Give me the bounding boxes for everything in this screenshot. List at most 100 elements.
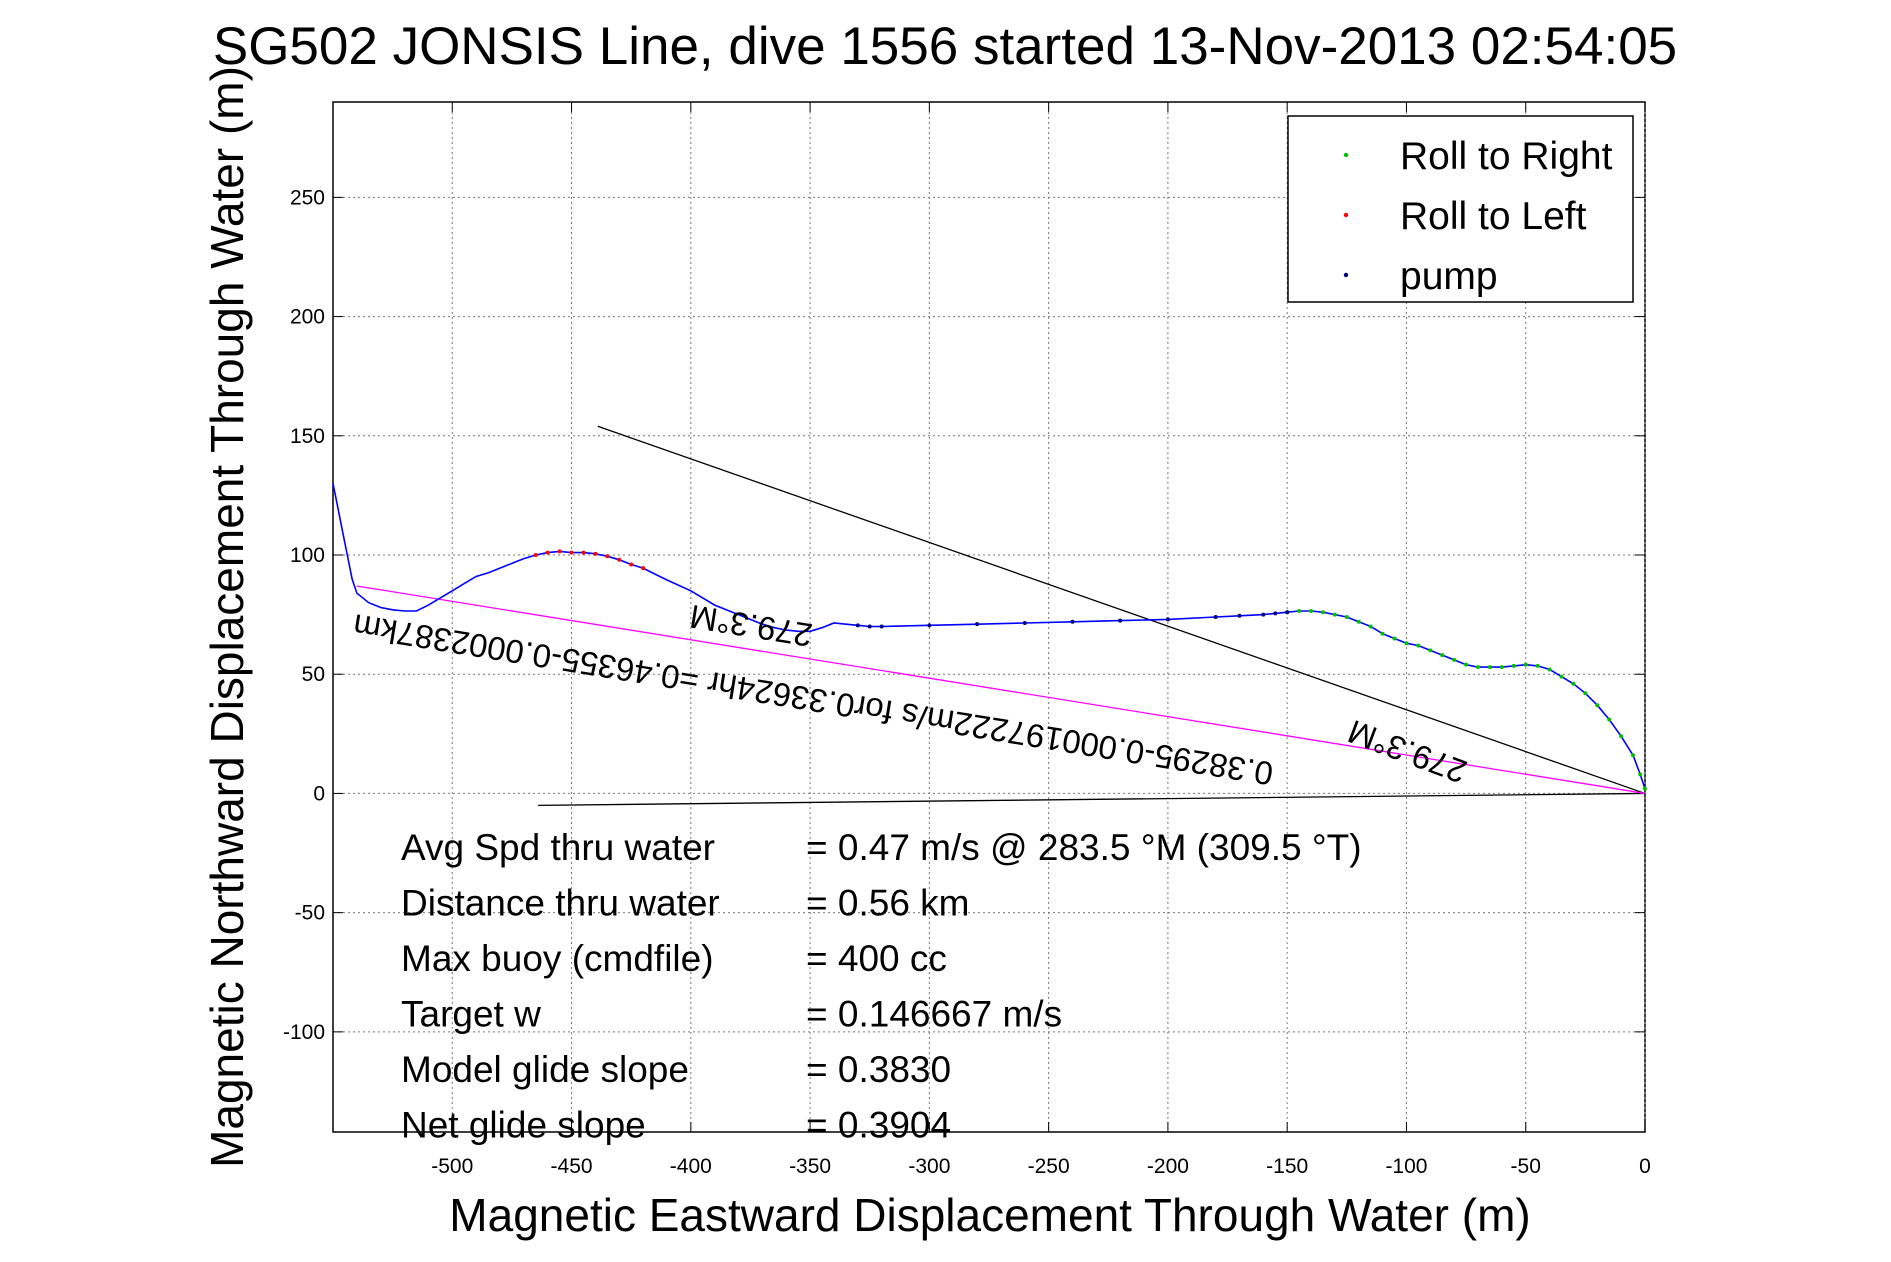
legend: Roll to Right Roll to Left pump — [1287, 115, 1634, 303]
x-tick-label: -500 — [431, 1155, 473, 1178]
roll-left-marker — [641, 566, 646, 571]
roll-right-marker — [1571, 681, 1576, 686]
roll-right-marker — [1309, 609, 1314, 614]
x-tick-label: -300 — [908, 1155, 950, 1178]
stat-label: Net glide slope — [401, 1105, 646, 1146]
x-tick-label: -400 — [670, 1155, 712, 1178]
stat-label: Distance thru water — [401, 883, 720, 924]
y-tick-label: 250 — [290, 186, 325, 209]
roll-left-marker — [533, 553, 538, 558]
legend-marker — [1343, 212, 1349, 218]
roll-right-marker — [1619, 734, 1624, 739]
roll-left-marker — [569, 550, 574, 555]
pump-marker — [855, 623, 860, 628]
line-a — [597, 425, 1646, 795]
legend-box — [1287, 115, 1634, 303]
roll-right-marker — [1476, 665, 1481, 670]
pump-marker — [927, 623, 932, 628]
stat-value: = 400 cc — [806, 938, 947, 979]
y-tick-label: -100 — [283, 1021, 325, 1044]
roll-right-marker — [1643, 786, 1647, 791]
x-tick-label: -200 — [1147, 1155, 1189, 1178]
pump-marker — [1285, 610, 1290, 615]
x-tick-label: -250 — [1028, 1155, 1070, 1178]
roll-right-marker — [1511, 663, 1516, 668]
pump-marker — [1213, 615, 1218, 619]
x-axis-label: Magnetic Eastward Displacement Through W… — [449, 1189, 1530, 1241]
x-tick-label: -150 — [1266, 1155, 1308, 1178]
roll-left-marker — [593, 551, 598, 556]
y-tick-label: 50 — [302, 663, 325, 686]
roll-left-marker — [629, 562, 634, 567]
x-tick-label: -100 — [1385, 1155, 1427, 1178]
pump-marker — [1273, 611, 1278, 616]
pump-marker — [975, 622, 980, 627]
roll-right-marker — [1380, 631, 1385, 636]
line-c — [356, 585, 1646, 795]
roll-right-marker — [1297, 609, 1302, 614]
y-tick-label: 200 — [290, 306, 325, 329]
x-tick-label: -350 — [789, 1155, 831, 1178]
legend-label: pump — [1400, 255, 1498, 298]
roll-right-marker — [1404, 641, 1409, 646]
roll-right-marker — [1547, 667, 1552, 672]
stat-label: Max buoy (cmdfile) — [401, 938, 714, 979]
x-tick-label: -450 — [551, 1155, 593, 1178]
y-tick-label: -50 — [295, 902, 325, 925]
roll-left-marker — [605, 554, 610, 559]
roll-left-marker — [545, 550, 550, 555]
y-tick-label: 150 — [290, 425, 325, 448]
y-tick-label: 0 — [313, 782, 325, 805]
roll-right-marker — [1559, 674, 1564, 679]
roll-right-marker — [1595, 703, 1600, 708]
pump-marker — [1070, 619, 1075, 624]
roll-right-marker — [1344, 615, 1349, 619]
roll-right-marker — [1440, 653, 1445, 658]
line-b — [538, 792, 1646, 807]
pump-marker — [1237, 613, 1242, 618]
stat-value: = 0.47 m/s @ 283.5 °M (309.5 °T) — [806, 827, 1362, 868]
stat-value: = 0.56 km — [806, 883, 970, 924]
roll-right-marker — [1487, 665, 1492, 670]
x-tick-label: -50 — [1511, 1155, 1541, 1178]
legend-marker — [1343, 152, 1349, 158]
stat-label: Avg Spd thru water — [401, 827, 715, 868]
roll-right-marker — [1464, 662, 1469, 667]
stat-value: = 0.3904 — [806, 1105, 951, 1146]
roll-right-marker — [1607, 717, 1612, 722]
pump-marker — [1118, 618, 1123, 623]
stats-block: Avg Spd thru water = 0.47 m/s @ 283.5 °M … — [401, 827, 1362, 1146]
roll-right-marker — [1631, 753, 1636, 758]
roll-right-marker — [1583, 691, 1588, 696]
y-axis-label: Magnetic Northward Displacement Through … — [201, 66, 253, 1168]
pump-marker — [1022, 620, 1027, 625]
legend-label: Roll to Right — [1400, 135, 1613, 178]
roll-right-marker — [1332, 612, 1337, 617]
legend-marker — [1343, 272, 1349, 278]
chart-title: SG502 JONSIS Line, dive 1556 started 13-… — [213, 17, 1677, 76]
x-tick-label: 0 — [1639, 1155, 1651, 1178]
roll-right-marker — [1416, 643, 1421, 648]
roll-right-marker — [1392, 636, 1397, 641]
roll-left-marker — [557, 549, 562, 554]
y-tick-label: 100 — [290, 544, 325, 567]
roll-right-marker — [1535, 663, 1540, 668]
roll-right-marker — [1499, 665, 1504, 670]
roll-right-marker — [1368, 624, 1373, 629]
roll-right-marker — [1320, 610, 1325, 615]
roll-right-marker — [1428, 648, 1433, 653]
roll-right-marker — [1523, 662, 1528, 667]
stat-label: Target w — [401, 994, 541, 1035]
roll-left-marker — [581, 550, 586, 555]
pump-marker — [1261, 612, 1266, 617]
grid — [333, 102, 1646, 1132]
axis-ticks: -500 -450 -400 -350 -300 -250 -200 -150 -100 -50 0… — [283, 102, 1651, 1178]
roll-right-marker — [1452, 657, 1457, 662]
legend-label: Roll to Left — [1400, 195, 1587, 238]
roll-right-marker — [1638, 772, 1643, 777]
pump-marker — [867, 624, 872, 629]
stat-value: = 0.3830 — [806, 1049, 951, 1090]
pump-marker — [879, 624, 884, 629]
roll-right-marker — [1356, 619, 1361, 624]
